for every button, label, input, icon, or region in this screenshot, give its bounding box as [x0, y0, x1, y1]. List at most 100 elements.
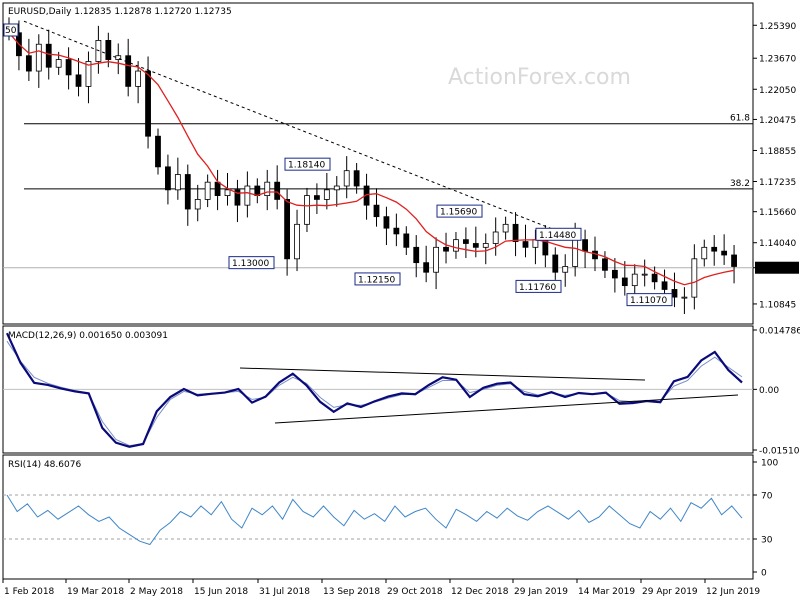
- candle-body: [522, 241, 529, 248]
- candle-body: [582, 239, 588, 252]
- candle-body: [194, 199, 201, 210]
- annotation-label: 1.11070: [630, 296, 667, 306]
- candle-body: [413, 246, 420, 264]
- rsi-panel-frame: [2, 454, 754, 580]
- candle-body: [671, 289, 678, 298]
- rsi-layer: [3, 494, 753, 546]
- candle-body: [482, 243, 489, 248]
- candle-body: [403, 233, 410, 248]
- candle-body: [333, 185, 340, 191]
- candle-body: [314, 195, 320, 200]
- annotation-box: [436, 204, 483, 218]
- candle-body: [611, 269, 618, 279]
- candle-body: [691, 258, 698, 298]
- price-tick-label: 1.18855: [759, 147, 796, 157]
- candle-body: [661, 281, 668, 290]
- candle-body: [353, 170, 360, 187]
- macd-tick-label: -0.015107: [759, 447, 800, 457]
- candle-body: [651, 273, 658, 283]
- candle-body: [433, 246, 439, 273]
- annotation-box: [284, 157, 331, 171]
- rsi-series-line: [6, 494, 743, 546]
- corner-label-box: [3, 23, 19, 37]
- candle-body: [383, 216, 390, 229]
- ma-line: [8, 32, 735, 286]
- macd-tick-label: 0.014786: [759, 327, 800, 337]
- candle-body: [244, 185, 251, 206]
- annotation-box: [626, 293, 673, 307]
- macd-layer: [3, 332, 753, 448]
- rsi-tick-label: 30: [761, 536, 773, 546]
- macd-series-macd: [5, 332, 743, 448]
- macd-trendline-lower: [274, 394, 739, 424]
- x-tick-label: 12 Dec 2018: [451, 587, 509, 597]
- price-tick-label: 1.15660: [759, 208, 796, 218]
- candle-body: [85, 61, 92, 87]
- candle-body: [701, 246, 708, 260]
- candle-body: [681, 296, 688, 299]
- candle-body: [174, 174, 181, 191]
- price-tick-label: 1.17235: [759, 178, 796, 188]
- candle-body: [621, 277, 628, 287]
- candle-body: [453, 239, 459, 252]
- macd-tick-label: 0.00: [759, 386, 779, 396]
- candle-body: [204, 181, 211, 200]
- x-tick-label: 15 Jun 2018: [194, 587, 248, 597]
- annotation-label: 1.12150: [358, 275, 395, 285]
- candle-body: [393, 227, 400, 235]
- candle-body: [641, 273, 648, 276]
- macd-title: MACD(12,26,9) 0.001650 0.003091: [8, 331, 168, 341]
- fib-label: 61.8: [730, 114, 750, 124]
- candle-body: [711, 246, 718, 252]
- annotation-label: 1.13000: [232, 259, 269, 269]
- x-tick-label: 31 Jul 2018: [259, 587, 310, 597]
- x-tick-label: 19 Mar 2018: [67, 587, 124, 597]
- candle-body: [721, 250, 728, 256]
- candle-body: [65, 59, 72, 76]
- candle-body: [145, 70, 151, 137]
- watermark: ActionForex.com: [448, 65, 631, 90]
- candle-body: [135, 70, 142, 87]
- candle-body: [105, 40, 112, 60]
- current-price-label: 1.12735: [759, 264, 796, 274]
- annotation-label: 1.18140: [288, 161, 325, 171]
- candle-body: [214, 181, 221, 196]
- candle-body: [532, 239, 539, 248]
- candle-body: [492, 231, 499, 244]
- x-tick-label: 14 Mar 2019: [578, 587, 635, 597]
- price-tick-label: 1.20475: [759, 116, 796, 126]
- price-layer: 61.8 38.2 1.18140 1.13000 1.12150 1.15690 1.14…: [3, 17, 753, 314]
- candle-body: [631, 273, 638, 287]
- fib-label: 38.2: [730, 179, 750, 189]
- candle-body: [443, 246, 449, 252]
- annotation-label: 1.15690: [440, 208, 477, 218]
- candle-body: [423, 262, 430, 273]
- annotation-box: [535, 227, 582, 241]
- candle-body: [502, 223, 509, 233]
- price-tick-label: 1.22050: [759, 86, 796, 96]
- x-tick-label: 2 May 2018: [130, 587, 183, 597]
- candle-body: [323, 189, 330, 200]
- x-tick-label: 29 Apr 2019: [642, 587, 698, 597]
- candle-body: [373, 204, 380, 218]
- candle-body: [731, 254, 737, 267]
- price-tick-label: 1.10845: [759, 300, 796, 310]
- candle-body: [602, 258, 608, 271]
- x-tick-label: 13 Sep 2018: [323, 587, 380, 597]
- annotation-box: [354, 272, 401, 286]
- rsi-tick-label: 0: [761, 569, 767, 579]
- annotation-label: 1.11760: [519, 283, 556, 293]
- candle-body: [264, 181, 271, 196]
- candle-body: [35, 43, 42, 72]
- candle-body: [184, 174, 191, 210]
- price-tick-label: 1.23670: [759, 55, 796, 65]
- candle-body: [75, 74, 82, 87]
- candle-body: [562, 266, 569, 273]
- candle-body: [512, 223, 519, 242]
- annotation-box: [515, 279, 562, 293]
- candle-body: [294, 223, 300, 260]
- candle-body: [472, 243, 479, 248]
- candle-body: [55, 59, 62, 68]
- x-tick-label: 1 Feb 2018: [4, 587, 55, 597]
